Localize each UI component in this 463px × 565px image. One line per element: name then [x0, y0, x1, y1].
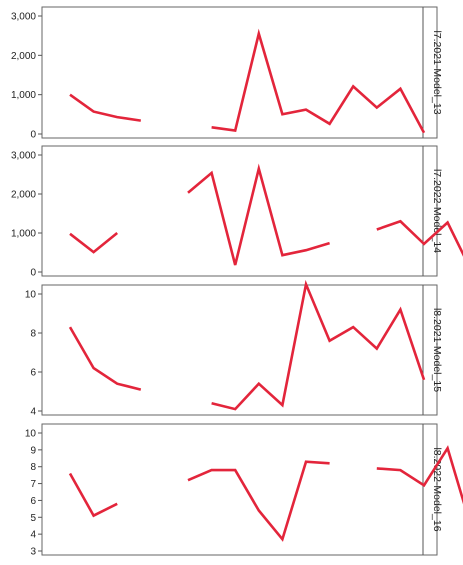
y-tick-label: 2,000 [11, 190, 36, 201]
facet-label: l8.2021-Model_15 [431, 308, 443, 392]
series-line-segment [187, 163, 330, 266]
y-tick-label: 6 [30, 496, 36, 507]
y-tick-label: 2,000 [11, 51, 36, 62]
series-line-segment [68, 472, 118, 518]
series-line-segment [69, 231, 119, 254]
y-tick-label: 10 [25, 290, 37, 301]
panel-frame [41, 145, 438, 277]
series-line-segment [211, 28, 426, 134]
panel-frame [41, 6, 438, 139]
panel-frame [41, 284, 438, 416]
y-tick-label: 6 [30, 368, 36, 379]
y-tick-label: 3,000 [11, 151, 36, 162]
y-tick-label: 3,000 [11, 12, 36, 23]
y-tick-label: 9 [30, 445, 36, 456]
series-line-segment [376, 219, 463, 257]
y-tick-label: 4 [30, 407, 36, 418]
y-tick-label: 7 [30, 479, 36, 490]
series-line-segment [68, 326, 142, 391]
y-tick-label: 1,000 [11, 90, 36, 101]
y-tick-label: 8 [30, 462, 36, 473]
y-tick-label: 1,000 [11, 229, 36, 240]
y-tick-label: 5 [30, 513, 36, 524]
facet-label: l7.2021-Model_13 [431, 30, 443, 114]
panel-3: 4 6 8 10 l8.2021-Model_15 [25, 279, 443, 418]
facet-label: l7.2022-Model_14 [431, 169, 443, 253]
series-line-segment [376, 445, 463, 505]
series-line-segment [211, 279, 426, 411]
y-tick-label: 8 [30, 329, 36, 340]
y-tick-label: 4 [30, 530, 36, 541]
y-tick-label: 10 [25, 429, 37, 440]
y-tick-label: 0 [30, 268, 36, 279]
panel-frame [41, 423, 438, 556]
panel-2: 0 1,000 2,000 3,000 l7.2022-Model_14 [11, 145, 463, 279]
y-tick-label: 3 [30, 547, 36, 558]
y-tick-label: 0 [30, 130, 36, 141]
series-line-segment [69, 93, 141, 122]
panel-1: 0 1,000 2,000 3,000 l7.2021-Model_13 [11, 6, 443, 141]
series-line-segment [187, 460, 330, 542]
